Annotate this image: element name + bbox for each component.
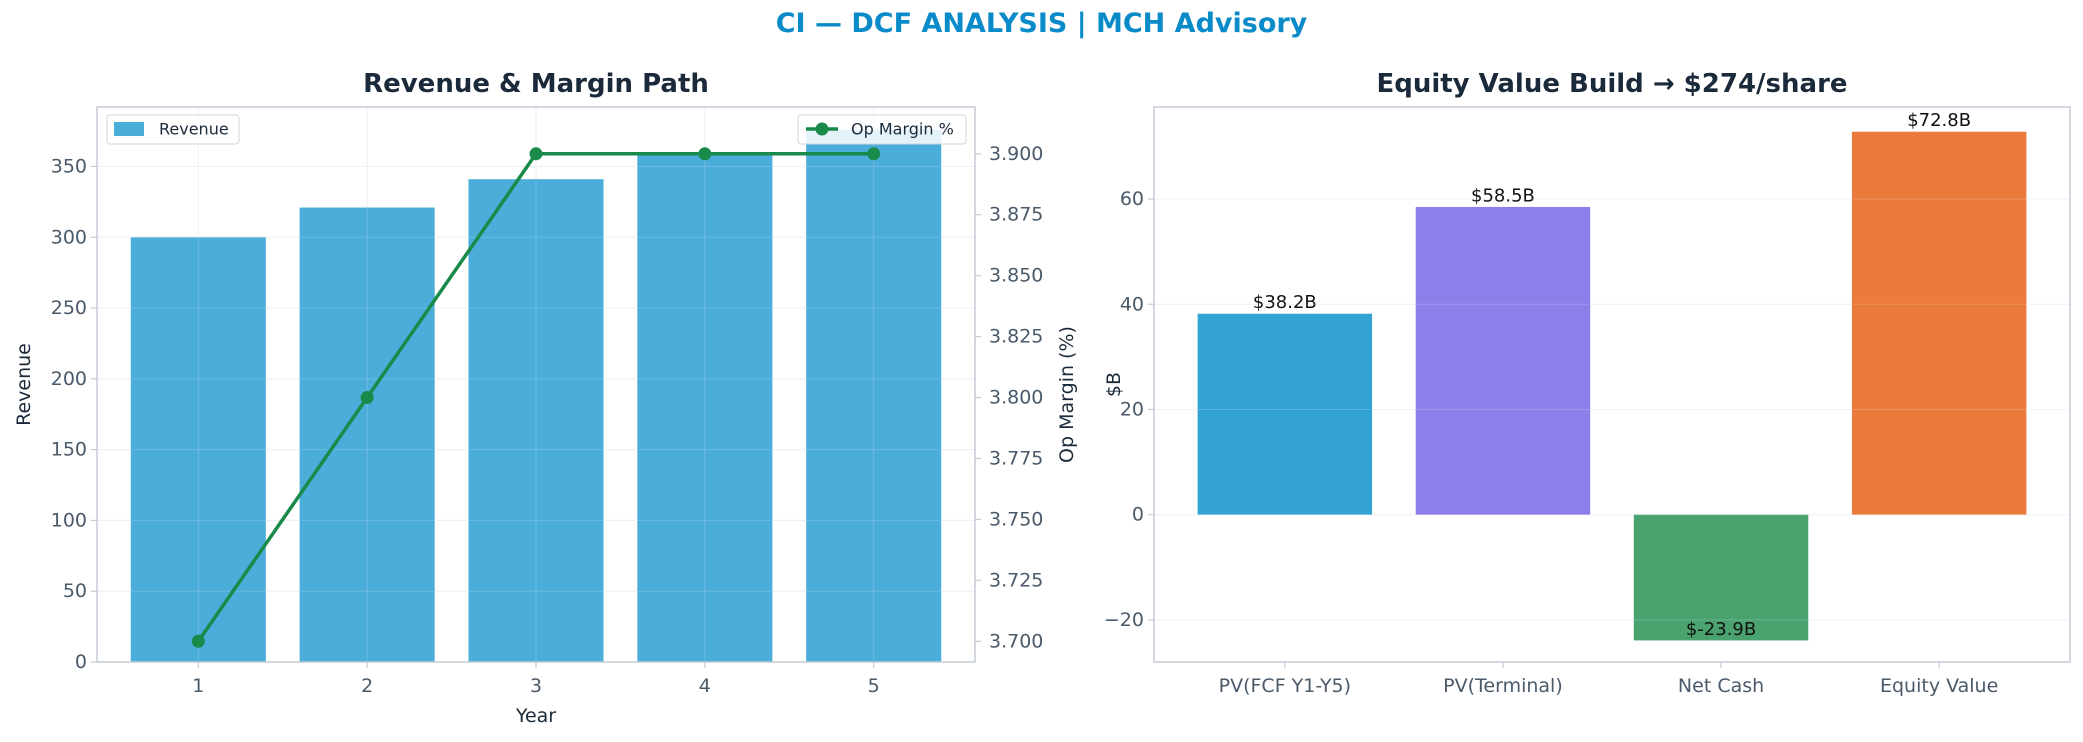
y-tick-label: 40 (1120, 293, 1144, 315)
revenue-bar (299, 207, 435, 663)
y2-tick-label: 3.900 (989, 143, 1043, 165)
op-margin-point (529, 147, 543, 161)
y2-tick-label: 3.725 (989, 569, 1043, 591)
legend-op-margin-label: Op Margin % (851, 120, 954, 139)
y-tick-label: 0 (75, 651, 87, 673)
revenue-bar (468, 179, 604, 662)
waterfall-bar (1197, 313, 1373, 515)
legend-revenue-swatch (114, 122, 144, 136)
y-tick-label: 150 (51, 439, 87, 461)
y-tick-label: 250 (51, 297, 87, 319)
op-margin-point (191, 634, 205, 648)
revenue-bar (637, 155, 773, 662)
y-axis-label: $B (1103, 372, 1125, 397)
y-tick-label: 0 (1132, 504, 1144, 526)
op-margin-point (698, 147, 712, 161)
y2-tick-label: 3.875 (989, 204, 1043, 226)
figure-title: CI — DCF ANALYSIS | MCH Advisory (775, 8, 1308, 39)
plot-frame (1153, 106, 2071, 663)
x-axis-label: Year (515, 705, 556, 727)
x-tick-label: 2 (361, 675, 373, 697)
y-tick-label: 60 (1120, 188, 1144, 210)
x-tick-label: 5 (868, 675, 880, 697)
revenue-bar (130, 237, 266, 662)
waterfall-bar (1633, 514, 1809, 641)
x-tick-label: Net Cash (1678, 675, 1764, 697)
y2-axis-label: Op Margin (%) (1056, 326, 1078, 463)
legend-revenue-label: Revenue (159, 120, 229, 139)
y-tick-label: 50 (63, 580, 87, 602)
y2-tick-label: 3.850 (989, 265, 1043, 287)
x-tick-label: Equity Value (1880, 675, 1998, 697)
data-label: $72.8B (1907, 110, 1971, 131)
data-label: $38.2B (1253, 292, 1317, 313)
x-tick-label: 1 (192, 675, 204, 697)
data-label: $-23.9B (1686, 619, 1756, 640)
revenue-bar (806, 129, 942, 662)
y2-tick-label: 3.750 (989, 508, 1043, 530)
y-tick-label: 350 (51, 155, 87, 177)
x-tick-label: PV(FCF Y1-Y5) (1219, 675, 1351, 697)
waterfall-bar (1415, 206, 1591, 515)
x-tick-label: 3 (530, 675, 542, 697)
y-tick-label: −20 (1104, 609, 1144, 631)
y2-tick-label: 3.775 (989, 447, 1043, 469)
y-axis-label: Revenue (13, 343, 35, 426)
op-margin-point (360, 391, 374, 405)
y-tick-label: 20 (1120, 398, 1144, 420)
chart-title: Equity Value Build → $274/share (1376, 69, 1847, 99)
y2-tick-label: 3.700 (989, 630, 1043, 652)
chart-title: Revenue & Margin Path (363, 69, 709, 99)
op-margin-point (867, 147, 881, 161)
legend-op-margin-swatch-marker (815, 122, 829, 136)
x-tick-label: 4 (699, 675, 711, 697)
y-tick-label: 100 (51, 509, 87, 531)
y2-tick-label: 3.800 (989, 387, 1043, 409)
y-tick-label: 300 (51, 226, 87, 248)
data-label: $58.5B (1471, 185, 1535, 206)
x-tick-label: PV(Terminal) (1443, 675, 1563, 697)
waterfall-bar (1851, 131, 2027, 515)
legend-op-margin (797, 114, 967, 145)
y-tick-label: 200 (51, 368, 87, 390)
y2-tick-label: 3.825 (989, 326, 1043, 348)
